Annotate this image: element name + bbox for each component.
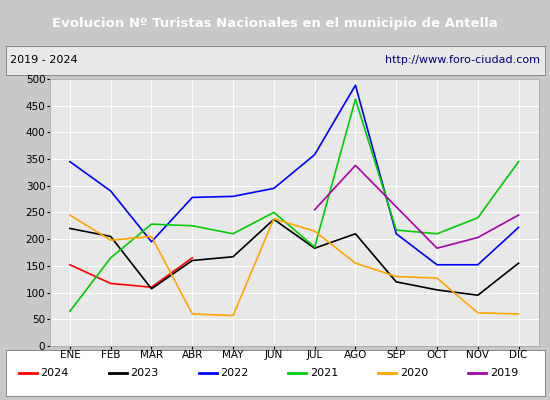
Text: Evolucion Nº Turistas Nacionales en el municipio de Antella: Evolucion Nº Turistas Nacionales en el m…: [52, 16, 498, 30]
Text: 2022: 2022: [220, 368, 249, 378]
Text: http://www.foro-ciudad.com: http://www.foro-ciudad.com: [385, 55, 540, 65]
Text: 2021: 2021: [310, 368, 338, 378]
Text: 2024: 2024: [41, 368, 69, 378]
Text: 2023: 2023: [130, 368, 158, 378]
Text: 2019: 2019: [490, 368, 518, 378]
Text: 2020: 2020: [400, 368, 428, 378]
Text: 2019 - 2024: 2019 - 2024: [10, 55, 78, 65]
